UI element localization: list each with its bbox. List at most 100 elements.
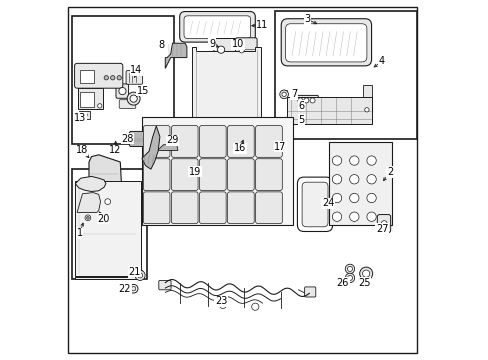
Circle shape	[86, 216, 89, 219]
Circle shape	[85, 215, 91, 221]
Circle shape	[359, 267, 372, 280]
FancyBboxPatch shape	[285, 24, 366, 62]
Circle shape	[364, 108, 368, 112]
Circle shape	[309, 98, 314, 103]
Circle shape	[381, 221, 386, 226]
Text: 21: 21	[128, 267, 141, 277]
FancyBboxPatch shape	[235, 38, 257, 58]
Text: 1: 1	[77, 228, 82, 238]
Text: 3: 3	[304, 14, 310, 24]
Circle shape	[119, 87, 126, 95]
Circle shape	[251, 303, 258, 310]
Text: 16: 16	[234, 143, 246, 153]
Circle shape	[129, 284, 138, 293]
Text: 18: 18	[76, 145, 88, 156]
Bar	[72, 169, 147, 279]
Circle shape	[135, 270, 145, 280]
FancyBboxPatch shape	[255, 159, 282, 190]
Circle shape	[366, 193, 375, 203]
Bar	[282, 90, 286, 93]
Circle shape	[332, 212, 341, 221]
Bar	[78, 88, 103, 109]
Bar	[142, 117, 292, 225]
Circle shape	[110, 76, 115, 80]
Circle shape	[104, 199, 110, 204]
Text: 24: 24	[321, 198, 333, 208]
Text: 10: 10	[231, 39, 244, 49]
Text: 28: 28	[121, 134, 133, 144]
Circle shape	[349, 156, 358, 165]
Bar	[80, 92, 94, 107]
FancyBboxPatch shape	[171, 159, 198, 190]
Circle shape	[127, 92, 140, 105]
Polygon shape	[157, 145, 178, 150]
Text: 5: 5	[298, 114, 304, 125]
FancyBboxPatch shape	[199, 126, 225, 157]
Bar	[362, 85, 371, 113]
Circle shape	[137, 273, 142, 278]
FancyBboxPatch shape	[119, 100, 136, 108]
FancyBboxPatch shape	[116, 84, 128, 98]
FancyBboxPatch shape	[304, 287, 315, 297]
Text: 22: 22	[119, 284, 131, 294]
Text: 20: 20	[97, 214, 109, 224]
Circle shape	[264, 141, 275, 152]
Circle shape	[117, 76, 121, 80]
FancyBboxPatch shape	[227, 192, 254, 224]
FancyBboxPatch shape	[143, 126, 170, 157]
Circle shape	[98, 104, 102, 108]
Circle shape	[349, 193, 358, 203]
Text: 2: 2	[386, 167, 392, 177]
FancyBboxPatch shape	[302, 182, 327, 227]
Circle shape	[362, 270, 369, 277]
Polygon shape	[165, 43, 186, 68]
Text: 8: 8	[158, 40, 163, 50]
Circle shape	[239, 48, 244, 53]
FancyBboxPatch shape	[171, 192, 198, 224]
FancyBboxPatch shape	[143, 159, 170, 190]
Text: 11: 11	[256, 20, 268, 30]
FancyBboxPatch shape	[213, 39, 237, 59]
Text: 12: 12	[109, 145, 122, 156]
Circle shape	[219, 301, 226, 309]
Circle shape	[349, 212, 358, 221]
FancyBboxPatch shape	[179, 12, 255, 42]
Bar	[275, 11, 416, 139]
Bar	[80, 70, 94, 83]
Circle shape	[332, 193, 341, 203]
FancyBboxPatch shape	[129, 131, 156, 147]
Circle shape	[279, 90, 288, 99]
FancyBboxPatch shape	[255, 126, 282, 157]
Circle shape	[345, 264, 354, 274]
Bar	[328, 142, 391, 225]
Circle shape	[349, 175, 358, 184]
Circle shape	[131, 287, 136, 291]
Circle shape	[297, 98, 302, 103]
Text: 4: 4	[378, 56, 384, 66]
FancyBboxPatch shape	[199, 159, 225, 190]
Text: 26: 26	[336, 278, 348, 288]
Bar	[75, 181, 141, 276]
FancyBboxPatch shape	[227, 159, 254, 190]
Text: 9: 9	[208, 39, 215, 49]
Text: 27: 27	[375, 224, 387, 234]
Text: 17: 17	[274, 141, 286, 152]
Polygon shape	[192, 47, 260, 148]
Bar	[72, 16, 174, 144]
FancyBboxPatch shape	[183, 16, 250, 39]
FancyBboxPatch shape	[377, 215, 390, 233]
Text: 7: 7	[290, 89, 297, 99]
Circle shape	[104, 76, 108, 80]
FancyBboxPatch shape	[281, 19, 371, 66]
Polygon shape	[89, 155, 123, 245]
Circle shape	[347, 266, 352, 271]
Circle shape	[345, 273, 354, 283]
Text: 13: 13	[74, 113, 86, 123]
Bar	[79, 111, 90, 119]
Text: 14: 14	[130, 65, 142, 75]
Text: 15: 15	[137, 86, 149, 96]
FancyBboxPatch shape	[255, 192, 282, 224]
FancyBboxPatch shape	[296, 95, 318, 105]
FancyBboxPatch shape	[143, 192, 170, 224]
Polygon shape	[142, 126, 160, 169]
